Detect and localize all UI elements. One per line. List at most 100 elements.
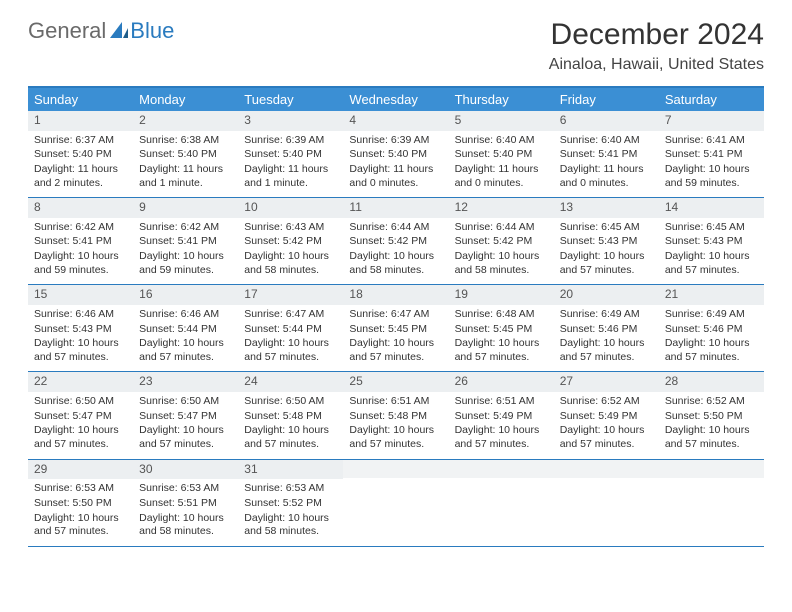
day-number: 12 [449,198,554,218]
sunrise-text: Sunrise: 6:44 AM [455,221,548,235]
day-cell: 4Sunrise: 6:39 AMSunset: 5:40 PMDaylight… [343,111,448,197]
day-number: 14 [659,198,764,218]
daylight-text: Daylight: 10 hours and 57 minutes. [665,424,758,451]
day-number: 23 [133,372,238,392]
sunset-text: Sunset: 5:48 PM [244,410,337,424]
daylight-text: Daylight: 10 hours and 57 minutes. [665,250,758,277]
day-cell: 20Sunrise: 6:49 AMSunset: 5:46 PMDayligh… [554,285,659,371]
day-number [449,460,554,478]
day-body: Sunrise: 6:51 AMSunset: 5:48 PMDaylight:… [343,392,448,459]
logo-sail-icon [108,20,130,42]
day-number: 15 [28,285,133,305]
daylight-text: Daylight: 10 hours and 57 minutes. [34,512,127,539]
day-body: Sunrise: 6:50 AMSunset: 5:48 PMDaylight:… [238,392,343,459]
day-number: 11 [343,198,448,218]
day-body: Sunrise: 6:41 AMSunset: 5:41 PMDaylight:… [659,131,764,198]
sunset-text: Sunset: 5:46 PM [560,323,653,337]
week-row: 29Sunrise: 6:53 AMSunset: 5:50 PMDayligh… [28,460,764,547]
sunrise-text: Sunrise: 6:44 AM [349,221,442,235]
sunset-text: Sunset: 5:42 PM [455,235,548,249]
day-number: 13 [554,198,659,218]
day-body: Sunrise: 6:52 AMSunset: 5:50 PMDaylight:… [659,392,764,459]
sunset-text: Sunset: 5:47 PM [139,410,232,424]
sunset-text: Sunset: 5:49 PM [455,410,548,424]
day-body [343,478,448,538]
sunrise-text: Sunrise: 6:52 AM [560,395,653,409]
location-text: Ainaloa, Hawaii, United States [549,56,764,74]
sunrise-text: Sunrise: 6:40 AM [455,134,548,148]
sunset-text: Sunset: 5:52 PM [244,497,337,511]
day-cell: 18Sunrise: 6:47 AMSunset: 5:45 PMDayligh… [343,285,448,371]
sunrise-text: Sunrise: 6:49 AM [560,308,653,322]
day-number: 25 [343,372,448,392]
daylight-text: Daylight: 10 hours and 57 minutes. [455,337,548,364]
sunrise-text: Sunrise: 6:45 AM [665,221,758,235]
daylight-text: Daylight: 10 hours and 57 minutes. [34,424,127,451]
day-body: Sunrise: 6:44 AMSunset: 5:42 PMDaylight:… [449,218,554,285]
day-cell: 1Sunrise: 6:37 AMSunset: 5:40 PMDaylight… [28,111,133,197]
daylight-text: Daylight: 11 hours and 0 minutes. [455,163,548,190]
day-cell: 6Sunrise: 6:40 AMSunset: 5:41 PMDaylight… [554,111,659,197]
weekday-header-cell: Wednesday [343,88,448,111]
day-cell: 14Sunrise: 6:45 AMSunset: 5:43 PMDayligh… [659,198,764,284]
daylight-text: Daylight: 10 hours and 57 minutes. [139,424,232,451]
day-number: 19 [449,285,554,305]
daylight-text: Daylight: 11 hours and 1 minute. [244,163,337,190]
daylight-text: Daylight: 10 hours and 57 minutes. [34,337,127,364]
sunset-text: Sunset: 5:48 PM [349,410,442,424]
daylight-text: Daylight: 10 hours and 57 minutes. [349,337,442,364]
sunrise-text: Sunrise: 6:42 AM [34,221,127,235]
sunset-text: Sunset: 5:41 PM [34,235,127,249]
day-body: Sunrise: 6:50 AMSunset: 5:47 PMDaylight:… [133,392,238,459]
day-number: 24 [238,372,343,392]
sunset-text: Sunset: 5:45 PM [349,323,442,337]
day-cell: 3Sunrise: 6:39 AMSunset: 5:40 PMDaylight… [238,111,343,197]
daylight-text: Daylight: 10 hours and 59 minutes. [139,250,232,277]
sunset-text: Sunset: 5:51 PM [139,497,232,511]
day-cell: 28Sunrise: 6:52 AMSunset: 5:50 PMDayligh… [659,372,764,458]
daylight-text: Daylight: 10 hours and 57 minutes. [560,250,653,277]
daylight-text: Daylight: 10 hours and 57 minutes. [349,424,442,451]
sunset-text: Sunset: 5:40 PM [349,148,442,162]
day-number: 7 [659,111,764,131]
daylight-text: Daylight: 10 hours and 57 minutes. [560,424,653,451]
day-cell: 30Sunrise: 6:53 AMSunset: 5:51 PMDayligh… [133,460,238,546]
sunset-text: Sunset: 5:41 PM [560,148,653,162]
day-cell: 7Sunrise: 6:41 AMSunset: 5:41 PMDaylight… [659,111,764,197]
daylight-text: Daylight: 10 hours and 57 minutes. [665,337,758,364]
day-number: 18 [343,285,448,305]
sunrise-text: Sunrise: 6:38 AM [139,134,232,148]
day-body: Sunrise: 6:45 AMSunset: 5:43 PMDaylight:… [659,218,764,285]
sunrise-text: Sunrise: 6:53 AM [244,482,337,496]
day-body: Sunrise: 6:46 AMSunset: 5:43 PMDaylight:… [28,305,133,372]
day-body [554,478,659,538]
sunrise-text: Sunrise: 6:51 AM [349,395,442,409]
weekday-header-cell: Saturday [659,88,764,111]
sunrise-text: Sunrise: 6:46 AM [34,308,127,322]
daylight-text: Daylight: 10 hours and 58 minutes. [349,250,442,277]
sunset-text: Sunset: 5:42 PM [244,235,337,249]
sunset-text: Sunset: 5:46 PM [665,323,758,337]
day-body: Sunrise: 6:53 AMSunset: 5:50 PMDaylight:… [28,479,133,546]
sunset-text: Sunset: 5:41 PM [665,148,758,162]
sunset-text: Sunset: 5:45 PM [455,323,548,337]
day-cell: 27Sunrise: 6:52 AMSunset: 5:49 PMDayligh… [554,372,659,458]
day-cell: 2Sunrise: 6:38 AMSunset: 5:40 PMDaylight… [133,111,238,197]
sunrise-text: Sunrise: 6:42 AM [139,221,232,235]
sunrise-text: Sunrise: 6:43 AM [244,221,337,235]
day-body: Sunrise: 6:51 AMSunset: 5:49 PMDaylight:… [449,392,554,459]
day-number: 31 [238,460,343,480]
daylight-text: Daylight: 10 hours and 58 minutes. [455,250,548,277]
sunrise-text: Sunrise: 6:37 AM [34,134,127,148]
day-body: Sunrise: 6:49 AMSunset: 5:46 PMDaylight:… [554,305,659,372]
day-number: 27 [554,372,659,392]
daylight-text: Daylight: 11 hours and 2 minutes. [34,163,127,190]
day-body: Sunrise: 6:38 AMSunset: 5:40 PMDaylight:… [133,131,238,198]
daylight-text: Daylight: 10 hours and 57 minutes. [560,337,653,364]
day-number: 29 [28,460,133,480]
daylight-text: Daylight: 10 hours and 58 minutes. [139,512,232,539]
sunset-text: Sunset: 5:41 PM [139,235,232,249]
day-body: Sunrise: 6:53 AMSunset: 5:51 PMDaylight:… [133,479,238,546]
weekday-header-cell: Sunday [28,88,133,111]
sunrise-text: Sunrise: 6:52 AM [665,395,758,409]
